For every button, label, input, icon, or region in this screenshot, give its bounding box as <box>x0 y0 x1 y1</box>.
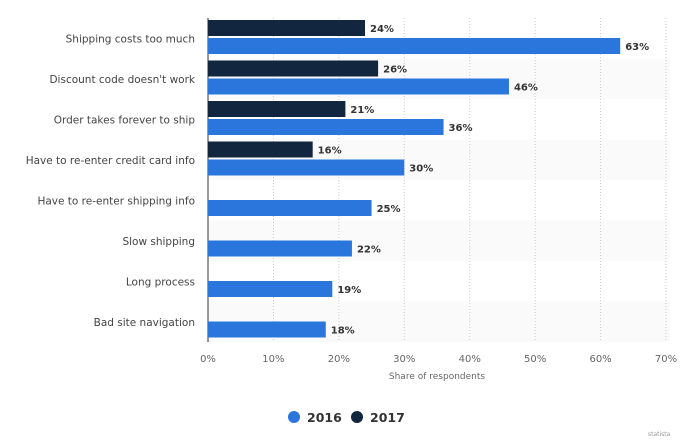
bar-2017 <box>208 20 366 36</box>
category-label: Have to re-enter credit card info <box>26 155 195 167</box>
bar-2016 <box>208 159 405 176</box>
data-label-2016: 30% <box>409 164 433 175</box>
legend-marker-2016 <box>288 411 300 423</box>
data-label-2016: 63% <box>625 42 649 53</box>
bar-2016 <box>208 119 444 135</box>
data-label-2016: 18% <box>331 326 355 337</box>
data-label-2016: 46% <box>514 83 538 94</box>
data-label-2017: 16% <box>318 146 342 157</box>
category-label: Shipping costs too much <box>66 33 195 45</box>
data-label-2016: 25% <box>377 204 401 215</box>
bar-2016 <box>208 321 326 338</box>
bar-2016 <box>208 200 372 216</box>
x-tick-label: 70% <box>655 354 677 365</box>
x-axis-label: Share of respondents <box>389 372 486 382</box>
data-label-2017: 21% <box>350 105 374 116</box>
data-label-2017: 26% <box>383 65 407 76</box>
x-tick-label: 50% <box>524 354 546 365</box>
category-label: Long process <box>126 276 195 288</box>
data-label-2016: 22% <box>357 245 381 256</box>
category-label: Discount code doesn't work <box>49 74 195 86</box>
x-tick-label: 10% <box>262 354 284 365</box>
data-label-2016: 19% <box>337 285 361 296</box>
bar-2016 <box>208 78 509 95</box>
bar-2017 <box>208 101 346 117</box>
category-label: Slow shipping <box>122 236 195 248</box>
x-tick-label: 40% <box>459 354 481 365</box>
x-tick-label: 60% <box>589 354 611 365</box>
x-tick-label: 0% <box>200 354 216 365</box>
legend-marker-2017 <box>351 411 363 423</box>
legend-label-2016: 2016 <box>307 410 342 425</box>
category-label: Order takes forever to ship <box>54 114 196 126</box>
category-label: Have to re-enter shipping info <box>37 195 195 207</box>
bar-2017 <box>208 60 379 77</box>
bar-2016 <box>208 38 621 54</box>
legend-label-2017: 2017 <box>370 410 405 425</box>
watermark-logo: statista <box>648 431 671 438</box>
bar-2017 <box>208 141 313 158</box>
category-label: Bad site navigation <box>94 317 195 329</box>
x-tick-label: 20% <box>328 354 350 365</box>
x-tick-label: 30% <box>393 354 415 365</box>
bar-2016 <box>208 281 333 297</box>
data-label-2016: 36% <box>449 123 473 134</box>
data-label-2017: 24% <box>370 24 394 35</box>
bar-2016 <box>208 240 352 257</box>
